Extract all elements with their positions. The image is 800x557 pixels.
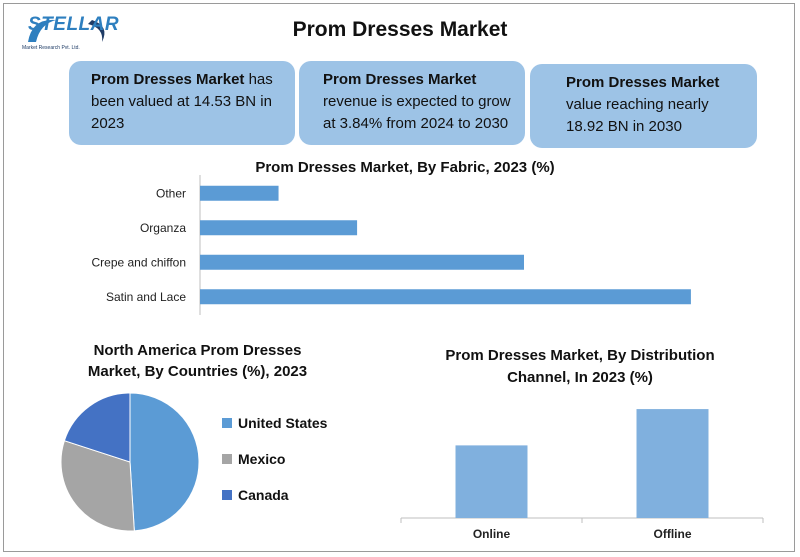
legend-item-mexico: Mexico [222,450,327,468]
fabric-bar [200,220,358,236]
logo-swoosh-icon [28,19,105,42]
channel-category-label: Offline [654,527,692,541]
legend-swatch [222,454,232,464]
fabric-category-label: Crepe and chiffon [91,255,186,269]
legend-item-canada: Canada [222,486,327,504]
fabric-category-label: Organza [140,221,186,235]
channel-bar [636,409,709,518]
page-title: Prom Dresses Market [292,18,508,41]
pie-legend: United States Mexico Canada [222,414,327,522]
info-box-growth: Prom Dresses Market revenue is expected … [299,61,525,145]
legend-swatch [222,418,232,428]
channel-chart-title: Prom Dresses Market, By Distribution Cha… [445,347,715,386]
info-box-text: revenue is expected to grow at 3.84% fro… [323,93,511,132]
pie-slice [63,392,131,463]
fabric-category-label: Other [156,186,186,200]
info-box-bold: Prom Dresses Market [91,71,245,88]
countries-chart-title: North America Prom Dresses Market, By Co… [87,342,308,380]
fabric-bar [200,254,524,270]
info-box-bold: Prom Dresses Market [323,71,477,88]
info-box-text: has been valued at 14.53 BN in 2023 [91,71,273,132]
fabric-bar [200,289,691,305]
fabric-category-label: Satin and Lace [106,290,186,304]
channel-bar [455,445,528,518]
logo-text: STELLAR [28,14,120,35]
logo-subtext: Market Research Pvt. Ltd. [22,45,80,51]
countries-pie-chart [60,392,200,532]
pie-slice [60,440,135,532]
info-box-bold: Prom Dresses Market [566,74,720,91]
legend-swatch [222,490,232,500]
channel-category-label: Online [473,527,511,541]
legend-item-united-states: United States [222,414,327,432]
pie-slice [129,392,200,532]
fabric-chart-title: Prom Dresses Market, By Fabric, 2023 (%) [255,159,555,176]
info-box-text: value reaching nearly 18.92 BN in 2030 [566,96,709,135]
info-box-valuation: Prom Dresses Market has been valued at 1… [69,61,295,145]
legend-label: United States [238,415,328,431]
fabric-bar [200,185,279,201]
channel-bar-chart: Online Offline [400,409,764,541]
info-box-forecast: Prom Dresses Market value reaching nearl… [530,64,757,148]
legend-label: Canada [238,487,289,503]
legend-label: Mexico [238,451,286,467]
fabric-bar-chart: Other Organza Crepe and chiffon Satin and L… [91,175,691,315]
